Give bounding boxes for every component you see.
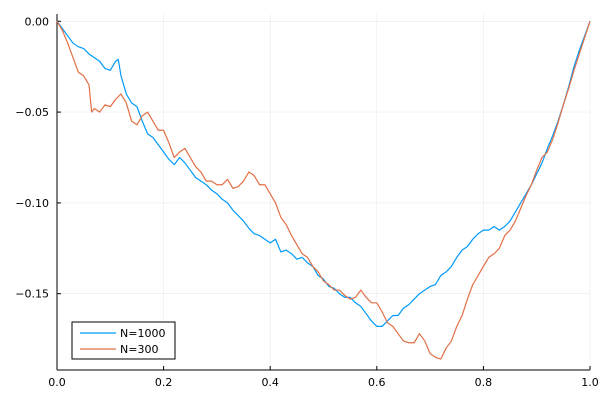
legend-box — [71, 321, 176, 360]
y-tick-label: −0.05 — [15, 106, 49, 119]
axes — [56, 14, 591, 371]
tick-labels: 0.0 0.2 0.4 0.6 0.8 1.0 0.00 −0.05 −0.10 −0.15 — [15, 15, 598, 389]
x-tick-label: 1.0 — [581, 376, 599, 389]
x-tick-label: 0.4 — [261, 376, 279, 389]
y-tick-label: −0.15 — [15, 288, 49, 301]
x-tick-label: 0.8 — [475, 376, 493, 389]
x-tick-label: 0.6 — [368, 376, 386, 389]
series-line-n300 — [56, 20, 591, 360]
x-tick-label: 0.2 — [155, 376, 173, 389]
y-tick-label: −0.10 — [15, 197, 49, 210]
x-tick-label: 0.0 — [48, 376, 66, 389]
series-lines — [56, 20, 591, 360]
y-tick-label: 0.00 — [25, 15, 50, 28]
grid-lines — [56, 14, 591, 370]
legend-label-n1000: N=1000 — [120, 327, 165, 340]
legend-label-n300: N=300 — [120, 343, 158, 356]
legend: N=1000 N=300 — [71, 321, 176, 360]
